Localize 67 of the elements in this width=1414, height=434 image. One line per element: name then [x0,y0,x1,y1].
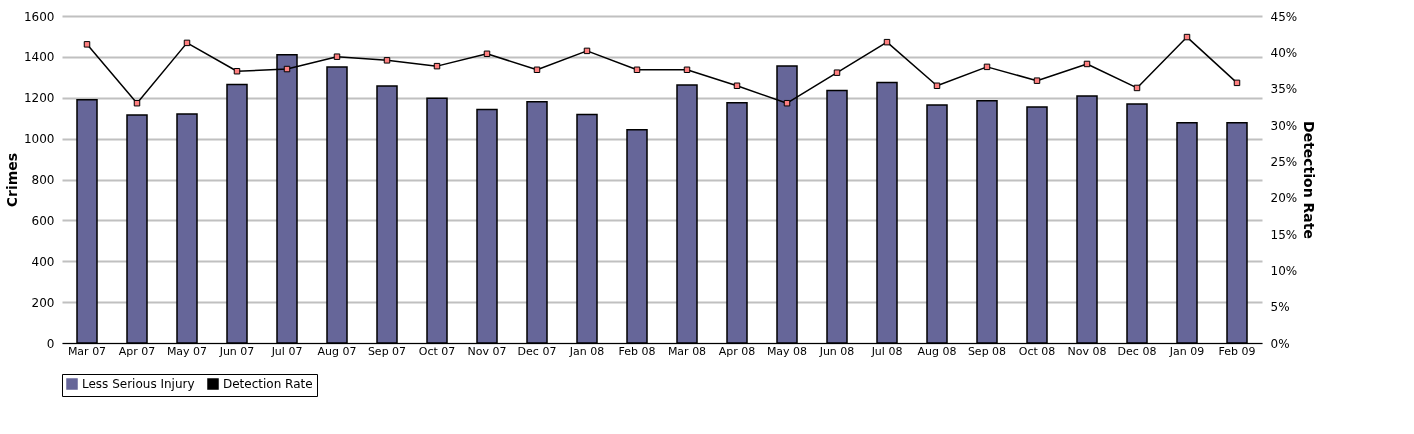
legend-label: Less Serious Injury [82,377,195,391]
y2-tick-label: 40% [1270,45,1298,60]
x-tick-label: Feb 08 [618,344,656,358]
x-tick-label: Jun 07 [218,344,255,358]
y-tick-label: 800 [31,173,55,187]
y2-tick-label: 35% [1270,82,1298,97]
point [433,62,441,70]
point [233,67,241,75]
x-tick-label: May 08 [766,344,808,358]
y-tick-label: 1200 [23,91,55,106]
point [883,38,891,46]
y-axis-title: Crimes [3,152,20,208]
point [733,82,741,89]
y2-tick-label: 20% [1270,191,1298,206]
y2-tick-label: 10% [1270,263,1298,278]
x-tick-label: Sep 08 [967,344,1007,358]
point [1033,77,1041,84]
point [833,69,841,76]
x-tick-label: Jul 07 [270,344,303,358]
y-tick-label: 600 [31,213,55,228]
point [633,66,641,74]
legend-label: Detection Rate [223,377,313,391]
point [783,99,791,107]
x-tick-label: Dec 07 [517,344,557,358]
x-tick-label: Oct 08 [1018,344,1056,358]
point [483,50,491,58]
y2-tick-label: 15% [1270,227,1298,242]
y2-tick-label: 5% [1270,300,1290,315]
y-tick-label: 0 [46,336,55,351]
x-tick-label: Jul 08 [870,344,903,358]
point [83,41,91,48]
x-tick-label: May 07 [166,344,208,358]
x-tick-label: Jan 09 [1168,344,1205,358]
y2-axis-title: Detection Rate [1301,121,1318,239]
y-tick-label: 1000 [23,132,55,147]
x-tick-label: Apr 07 [118,344,156,358]
y2-tick-label: 0% [1270,336,1290,351]
x-tick-label: Dec 08 [1117,344,1157,358]
point [983,63,991,71]
point [383,57,391,64]
point [683,66,691,74]
x-tick-label: Jun 08 [818,344,855,358]
point [183,39,191,47]
x-tick-label: Nov 08 [1067,344,1107,358]
y2-tick-label: 25% [1270,154,1298,169]
point [933,82,941,89]
y-tick-label: 200 [31,295,55,310]
y2-tick-label: 45% [1270,9,1298,24]
x-tick-label: Apr 08 [718,344,756,358]
x-tick-label: Mar 08 [667,344,707,358]
x-tick-label: Sep 07 [367,344,407,358]
y-tick-label: 400 [31,254,55,269]
point [1233,79,1241,87]
x-tick-label: Feb 09 [1218,344,1256,358]
point [533,66,541,74]
x-tick-label: Aug 08 [917,344,957,358]
x-tick-label: Nov 07 [467,344,507,358]
point [333,53,341,60]
point [583,47,591,55]
x-tick-label: Oct 07 [418,344,456,358]
x-tick-label: Mar 07 [67,344,107,358]
y-tick-label: 1400 [23,50,55,65]
y2-tick-label: 30% [1270,118,1298,133]
x-tick-label: Jan 08 [568,344,605,358]
point [133,99,141,107]
y-tick-label: 1600 [23,9,55,24]
x-tick-label: Aug 07 [317,344,357,358]
